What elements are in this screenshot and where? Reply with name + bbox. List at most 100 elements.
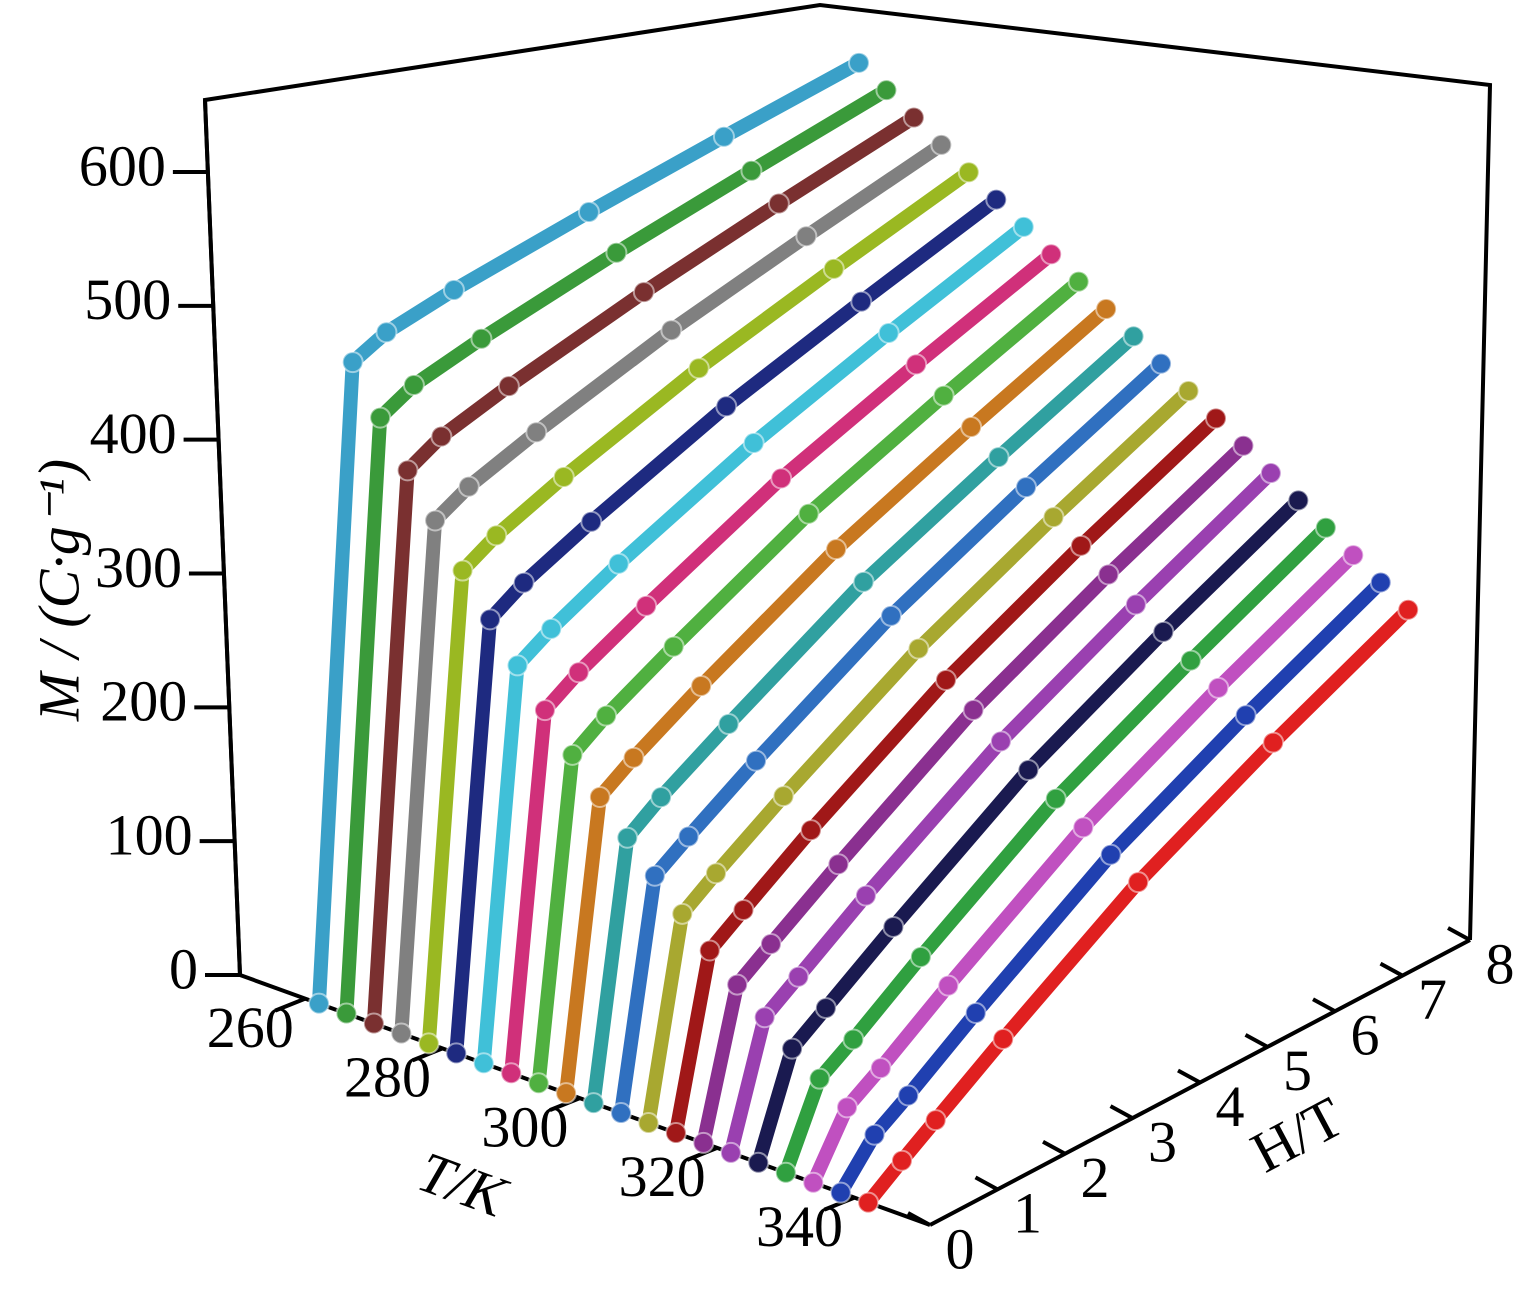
x-tick-label: 5 — [1283, 1038, 1312, 1103]
data-point — [362, 1012, 385, 1035]
data-point — [781, 1037, 804, 1060]
data-point — [882, 915, 905, 938]
data-point — [875, 79, 898, 102]
t-tick — [549, 1096, 581, 1112]
data-point — [842, 1028, 865, 1051]
data-point — [857, 1191, 880, 1214]
data-point — [616, 826, 639, 849]
x-tick-label: 4 — [1216, 1074, 1245, 1139]
data-point — [1232, 434, 1255, 457]
data-point — [442, 278, 465, 301]
x-tick-label: 0 — [946, 1216, 975, 1281]
t-tick-label: 340 — [756, 1194, 843, 1259]
data-point — [341, 351, 364, 374]
data-point — [451, 559, 474, 582]
data-point — [847, 51, 870, 74]
x-tick-label: 3 — [1148, 1109, 1177, 1174]
data-point — [375, 321, 398, 344]
data-point — [430, 425, 453, 448]
data-point — [1259, 462, 1282, 485]
data-point — [445, 1042, 468, 1065]
data-point — [610, 1102, 633, 1125]
data-point — [307, 992, 330, 1015]
data-point — [825, 538, 848, 561]
data-point — [924, 1109, 947, 1132]
data-point — [880, 604, 903, 627]
data-point — [369, 406, 392, 429]
t-tick — [823, 1195, 856, 1212]
data-point — [745, 749, 768, 772]
data-point — [712, 125, 735, 148]
x-tick — [1379, 961, 1404, 978]
data-point — [759, 933, 782, 956]
data-point — [1204, 407, 1227, 430]
data-point — [643, 864, 666, 887]
data-point — [472, 1052, 495, 1075]
data-point — [698, 939, 721, 962]
x-tick — [1447, 926, 1471, 942]
data-point — [424, 509, 447, 532]
data-point — [852, 570, 875, 593]
x-tick — [1244, 1033, 1269, 1049]
data-point — [402, 374, 425, 397]
data-point — [582, 1092, 605, 1115]
data-point — [567, 661, 590, 684]
data-point — [527, 1072, 550, 1095]
x-tick — [1109, 1104, 1134, 1120]
data-point — [561, 743, 584, 766]
y-axis — [203, 99, 242, 976]
data-point — [1150, 352, 1173, 375]
data-point — [1069, 534, 1092, 557]
data-point — [705, 862, 728, 885]
data-point — [687, 357, 710, 380]
data-point — [1342, 544, 1365, 567]
data-point — [632, 281, 655, 304]
y-tick-label: 300 — [95, 535, 182, 600]
data-point — [497, 375, 520, 398]
data-point — [417, 1032, 440, 1055]
y-axis-label: M / (C·g⁻¹) — [26, 459, 91, 722]
data-point — [902, 106, 925, 129]
data-point — [907, 637, 930, 660]
t-tick-label: 320 — [619, 1144, 706, 1209]
data-point — [1044, 787, 1067, 810]
data-point — [335, 1002, 358, 1025]
data-point — [774, 1161, 797, 1184]
data-point — [854, 884, 877, 907]
data-point — [987, 446, 1010, 469]
data-point — [662, 635, 685, 658]
data-point — [814, 997, 837, 1020]
data-point — [390, 1022, 413, 1045]
x-tick — [974, 1175, 999, 1192]
data-point — [797, 502, 820, 525]
data-point — [1152, 620, 1175, 643]
data-point — [1042, 506, 1065, 529]
x-tick — [1312, 997, 1336, 1014]
y-tick-label: 100 — [106, 802, 193, 867]
x-tick — [1042, 1139, 1066, 1156]
t-tick-label: 260 — [207, 995, 294, 1060]
data-point — [595, 704, 618, 727]
data-point — [692, 1131, 715, 1154]
data-point — [742, 432, 765, 455]
t-tick — [411, 1046, 444, 1063]
data-point — [650, 786, 673, 809]
data-point — [992, 1028, 1015, 1051]
data-point — [715, 395, 738, 418]
data-point — [795, 225, 818, 248]
y-tick-label: 0 — [169, 936, 198, 1001]
data-point — [533, 699, 556, 722]
data-point — [1314, 516, 1337, 539]
data-point — [622, 746, 645, 769]
data-point — [989, 730, 1012, 753]
data-point — [500, 1062, 523, 1085]
data-point — [1015, 476, 1038, 499]
data-point — [719, 1141, 742, 1164]
data-point — [479, 608, 502, 631]
data-point — [588, 785, 611, 808]
data-point — [470, 327, 493, 350]
data-point — [637, 1112, 660, 1135]
data-point — [1017, 759, 1040, 782]
